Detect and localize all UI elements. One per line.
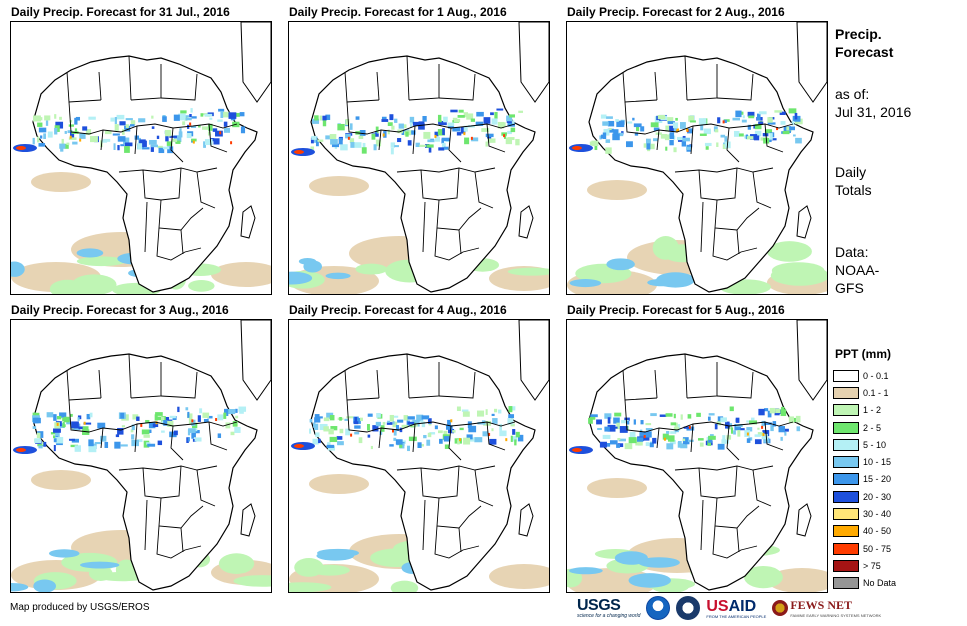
panel-title: Daily Precip. Forecast for 3 Aug., 2016	[11, 303, 229, 317]
legend-label: 30 - 40	[863, 509, 892, 520]
usgs-tagline: science for a changing world	[577, 613, 641, 619]
legend-item: 50 - 75	[833, 540, 896, 557]
legend-item: 0 - 0.1	[833, 367, 896, 384]
precip-map	[288, 319, 550, 593]
legend-swatch	[833, 473, 859, 486]
legend-item: 20 - 30	[833, 488, 896, 505]
legend-item: 5 - 10	[833, 436, 896, 453]
precip-map	[288, 21, 550, 295]
legend-swatch	[833, 542, 859, 555]
legend-label: 50 - 75	[863, 543, 892, 554]
usgs-logo: USGS science for a changing world	[577, 597, 640, 619]
usaid-tagline: FROM THE AMERICAN PEOPLE	[706, 613, 767, 619]
fews-tagline: FAMINE EARLY WARNING SYSTEMS NETWORK	[790, 613, 882, 618]
africa-map	[289, 22, 549, 294]
totals-line2: Totals	[835, 182, 872, 198]
side-title-line1: Precip.	[835, 26, 882, 42]
africa-map	[11, 22, 271, 294]
legend-label: 20 - 30	[863, 491, 892, 502]
legend-swatch	[833, 490, 859, 503]
legend-swatch	[833, 369, 859, 382]
africa-map	[567, 320, 827, 592]
data-source-line1: Data:	[835, 244, 869, 260]
panel-title: Daily Precip. Forecast for 2 Aug., 2016	[567, 5, 785, 19]
totals-block: Daily Totals	[835, 163, 872, 199]
legend-label: 0.1 - 1	[863, 387, 889, 398]
usaid-logo-text-b: AID	[728, 597, 757, 615]
credit-text: Map produced by USGS/EROS	[10, 602, 150, 613]
legend-item: No Data	[833, 575, 896, 592]
legend-item: 40 - 50	[833, 523, 896, 540]
legend-label: > 75	[863, 560, 881, 571]
fews-logo-text: FEWS NET	[790, 598, 852, 612]
legend-swatch	[833, 404, 859, 417]
usgs-logo-text: USGS	[577, 597, 621, 614]
data-source-block: Data: NOAA- GFS	[835, 243, 879, 297]
as-of-label: as of:	[835, 86, 870, 102]
legend-swatch	[833, 577, 859, 590]
legend-label: 10 - 15	[863, 457, 892, 468]
panel-title: Daily Precip. Forecast for 5 Aug., 2016	[567, 303, 785, 317]
fews-net-logo: FEWS NET FAMINE EARLY WARNING SYSTEMS NE…	[772, 598, 881, 618]
precip-map	[10, 319, 272, 593]
usaid-logo-text-a: US	[706, 597, 729, 615]
legend-item: 0.1 - 1	[833, 384, 896, 401]
legend-label: No Data	[863, 578, 897, 589]
legend-label: 40 - 50	[863, 526, 892, 537]
as-of-date: Jul 31, 2016	[835, 104, 912, 120]
fews-globe-icon	[772, 600, 789, 616]
as-of-block: as of: Jul 31, 2016	[835, 85, 911, 121]
doi-seal-icon	[676, 596, 701, 620]
legend-swatch	[833, 421, 859, 434]
precip-map	[566, 319, 828, 593]
legend-item: > 75	[833, 557, 896, 574]
legend-label: 1 - 2	[863, 405, 882, 416]
map-panel-2: Daily Precip. Forecast for 1 Aug., 2016	[288, 4, 550, 295]
side-title-line2: Forecast	[835, 44, 894, 60]
data-source-line3: GFS	[835, 280, 864, 296]
logo-strip: USGS science for a changing world USAID …	[577, 595, 881, 621]
side-title: Precip. Forecast	[835, 25, 893, 61]
legend-item: 10 - 15	[833, 453, 896, 470]
legend-swatch	[833, 386, 859, 399]
africa-map	[289, 320, 549, 592]
panel-title: Daily Precip. Forecast for 31 Jul., 2016	[11, 5, 230, 19]
legend-swatch	[833, 438, 859, 451]
map-panel-6: Daily Precip. Forecast for 5 Aug., 2016	[566, 302, 828, 593]
legend-swatch	[833, 508, 859, 521]
precip-map	[10, 21, 272, 295]
panel-title: Daily Precip. Forecast for 4 Aug., 2016	[289, 303, 507, 317]
legend-swatch	[833, 456, 859, 469]
legend-item: 1 - 2	[833, 402, 896, 419]
africa-map	[567, 22, 827, 294]
legend: 0 - 0.1 0.1 - 1 1 - 2 2 - 5 5 - 10 10 - 15 15 …	[833, 367, 896, 592]
precip-map	[566, 21, 828, 295]
legend-title: PPT (mm)	[835, 347, 892, 361]
usaid-logo: USAID FROM THE AMERICAN PEOPLE	[706, 598, 766, 619]
africa-map	[11, 320, 271, 592]
totals-line1: Daily	[835, 164, 867, 180]
legend-label: 15 - 20	[863, 474, 892, 485]
legend-item: 2 - 5	[833, 419, 896, 436]
legend-item: 15 - 20	[833, 471, 896, 488]
panel-title: Daily Precip. Forecast for 1 Aug., 2016	[289, 5, 507, 19]
legend-label: 0 - 0.1	[863, 370, 889, 381]
legend-swatch	[833, 559, 859, 572]
legend-swatch	[833, 525, 859, 538]
map-panel-5: Daily Precip. Forecast for 4 Aug., 2016	[288, 302, 550, 593]
map-panel-1: Daily Precip. Forecast for 31 Jul., 2016	[10, 4, 272, 295]
legend-item: 30 - 40	[833, 505, 896, 522]
legend-label: 2 - 5	[863, 422, 882, 433]
noaa-logo-icon	[646, 596, 671, 620]
map-panel-3: Daily Precip. Forecast for 2 Aug., 2016	[566, 4, 828, 295]
map-panel-4: Daily Precip. Forecast for 3 Aug., 2016	[10, 302, 272, 593]
data-source-line2: NOAA-	[835, 262, 880, 278]
legend-label: 5 - 10	[863, 439, 887, 450]
